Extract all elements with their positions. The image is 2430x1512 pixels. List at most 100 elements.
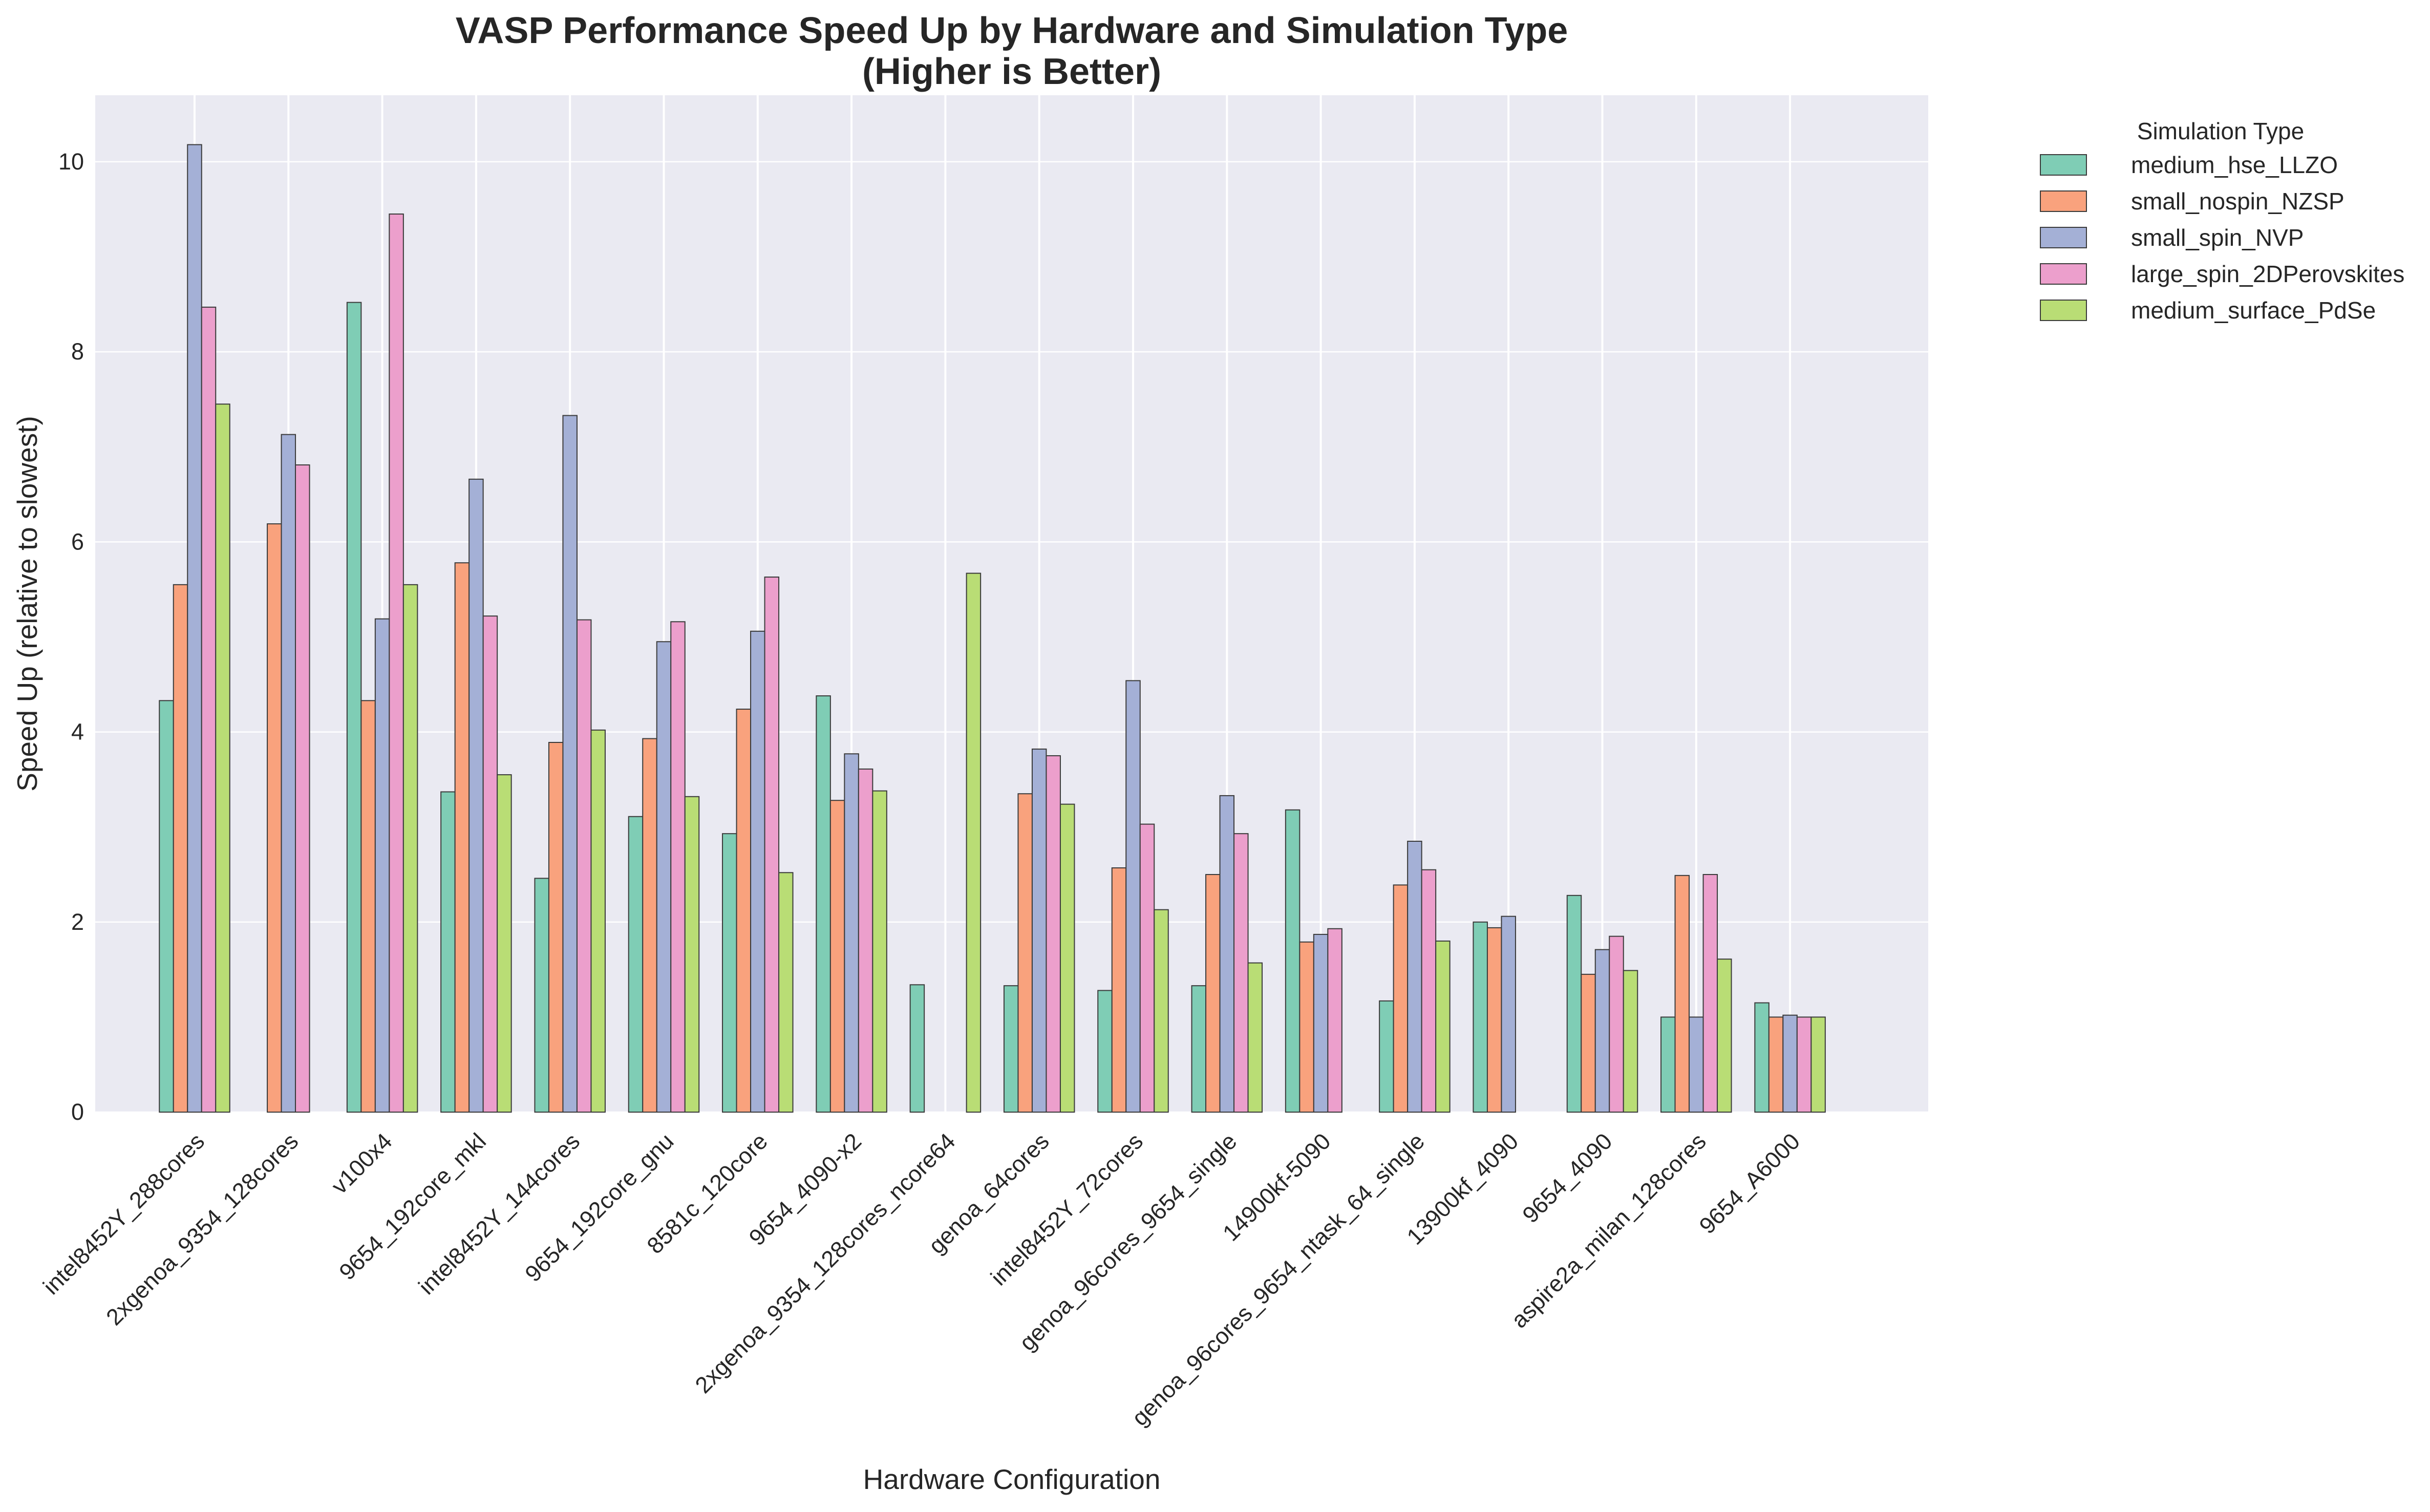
bar [736, 709, 752, 1113]
bar [1393, 884, 1409, 1113]
bar [1566, 895, 1582, 1113]
bar [497, 774, 512, 1113]
y-tick-label: 4 [71, 719, 84, 745]
bar [562, 415, 578, 1113]
bar [1139, 823, 1155, 1113]
bar [159, 700, 174, 1113]
bar [1017, 793, 1033, 1113]
bar [1031, 748, 1047, 1113]
bar [281, 434, 296, 1113]
bar [628, 816, 644, 1113]
bar [215, 403, 230, 1113]
bar [1097, 990, 1113, 1113]
bar [1059, 803, 1075, 1113]
legend-label: medium_surface_PdSe [2131, 297, 2376, 324]
y-tick-label: 6 [71, 528, 84, 555]
bar [1717, 959, 1732, 1113]
bar [1247, 962, 1263, 1113]
bar [1501, 915, 1516, 1113]
legend: Simulation Type medium_hse_LLZO small_nos… [2040, 118, 2404, 324]
chart-subtitle: (Higher is Better) [862, 51, 1161, 92]
bar [1421, 869, 1437, 1113]
bar [1689, 1016, 1704, 1113]
bar [1796, 1016, 1812, 1113]
bar [966, 572, 982, 1113]
bar [778, 872, 794, 1113]
bar [1581, 973, 1596, 1113]
bar [402, 584, 418, 1113]
bar [1046, 755, 1061, 1113]
bar [829, 800, 845, 1113]
legend-swatch [2040, 263, 2087, 285]
bar [1810, 1016, 1826, 1113]
bar [187, 144, 202, 1113]
legend-label: large_spin_2DPerovskites [2131, 261, 2404, 287]
bar [1285, 809, 1301, 1113]
bar [1379, 1000, 1394, 1113]
bar [1219, 795, 1235, 1113]
legend-label: small_spin_NVP [2131, 224, 2304, 251]
bar [1111, 867, 1127, 1113]
bar [454, 562, 470, 1113]
bar [858, 768, 873, 1113]
bar [642, 738, 657, 1113]
bar [764, 577, 780, 1113]
bar [1191, 985, 1207, 1113]
bar [1299, 941, 1314, 1113]
bar [1205, 874, 1221, 1113]
chart-title: VASP Performance Speed Up by Hardware an… [456, 10, 1568, 51]
bar [1313, 933, 1329, 1113]
bar [1435, 940, 1451, 1113]
legend-label: small_nospin_NZSP [2131, 188, 2344, 215]
bar [1125, 680, 1141, 1113]
y-tick-label: 0 [71, 1099, 84, 1125]
bar [173, 584, 188, 1113]
bar [1003, 985, 1019, 1113]
bar [670, 621, 686, 1113]
bars [159, 144, 1826, 1113]
bar [684, 796, 700, 1113]
bar [1754, 1002, 1770, 1113]
bar [1233, 833, 1249, 1113]
bar [872, 790, 887, 1113]
bar [656, 641, 672, 1113]
bar [909, 984, 925, 1113]
y-tick-label: 8 [71, 338, 84, 365]
bar [295, 464, 310, 1113]
legend-swatch [2040, 154, 2087, 176]
legend-swatch [2040, 227, 2087, 248]
bar [590, 729, 606, 1113]
bar [534, 878, 549, 1113]
bar [816, 695, 831, 1113]
bar [267, 523, 282, 1113]
bar [360, 700, 376, 1113]
bar [1702, 874, 1718, 1113]
bar [1594, 949, 1610, 1113]
bar [1609, 935, 1624, 1113]
bar [1768, 1016, 1784, 1113]
bar [722, 833, 737, 1113]
bar [844, 753, 859, 1113]
bar [1486, 927, 1502, 1113]
bar [548, 741, 564, 1113]
bar [1674, 875, 1690, 1113]
bar [1660, 1016, 1676, 1113]
y-tick-label: 2 [71, 909, 84, 935]
bar [1327, 928, 1342, 1113]
bar [440, 791, 456, 1113]
bar [468, 478, 484, 1113]
bar [389, 214, 404, 1113]
y-tick-label: 10 [58, 148, 84, 175]
bar [482, 615, 498, 1113]
bar [201, 306, 217, 1113]
bar [1407, 841, 1422, 1113]
bar [1782, 1014, 1798, 1113]
legend-swatch [2040, 300, 2087, 321]
x-axis-label: Hardware Configuration [863, 1463, 1161, 1495]
bar [750, 630, 765, 1113]
bar [346, 302, 362, 1113]
legend-swatch [2040, 190, 2087, 212]
legend-title: Simulation Type [2137, 118, 2304, 144]
bar [576, 619, 592, 1113]
